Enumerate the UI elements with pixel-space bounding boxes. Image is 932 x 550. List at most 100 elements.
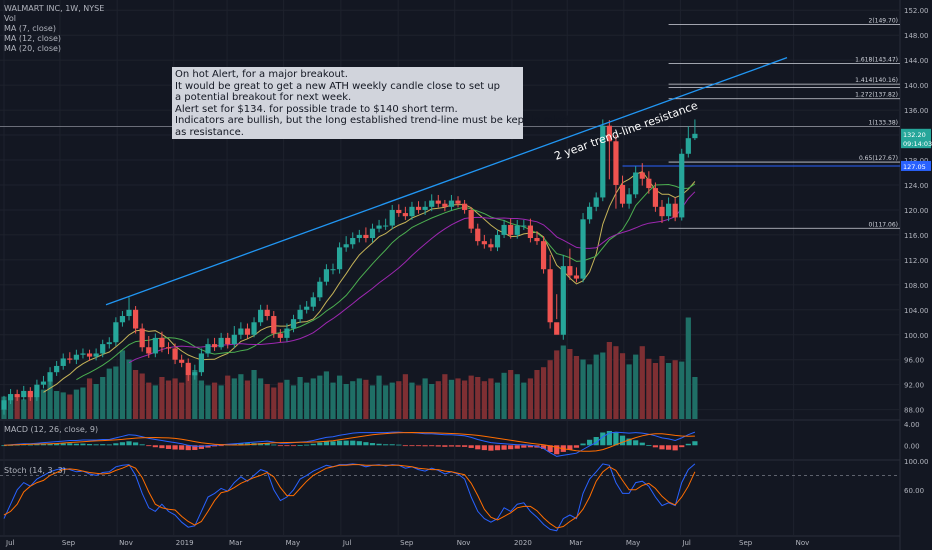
volume-bar xyxy=(429,384,435,419)
macd-hist-bar xyxy=(376,443,382,446)
candle-body xyxy=(363,234,369,239)
volume-bar xyxy=(343,384,349,419)
candle-body xyxy=(613,141,619,185)
macd-hist-bar xyxy=(40,443,47,446)
stoch-tick-label: 100.00 xyxy=(904,458,929,466)
candle-body xyxy=(86,353,93,357)
candle-body xyxy=(47,372,53,382)
macd-hist-bar xyxy=(613,432,619,446)
candle-body xyxy=(218,337,224,348)
volume-bar xyxy=(468,375,474,419)
macd-hist-bar xyxy=(481,445,487,451)
candle-body xyxy=(244,328,251,335)
candle-body xyxy=(54,365,60,373)
candle-body xyxy=(34,384,40,398)
y-tick-label: 116.00 xyxy=(904,232,929,240)
macd-hist-bar xyxy=(205,445,211,448)
candle-body xyxy=(488,244,494,248)
candle-body xyxy=(429,200,435,207)
macd-hist-bar xyxy=(139,444,145,446)
candle-body xyxy=(317,281,323,298)
x-tick-label: Nov xyxy=(457,539,471,547)
legend-symbol: WALMART INC, 1W, NYSE xyxy=(4,4,105,13)
volume-bar xyxy=(304,382,310,419)
analysis-note[interactable]: On hot Alert, for a major breakout. It w… xyxy=(172,67,569,139)
candle-body xyxy=(521,225,527,227)
macd-hist-bar xyxy=(514,445,520,449)
candle-body xyxy=(475,228,481,242)
x-tick-label: Jul xyxy=(342,539,352,547)
volume-bar xyxy=(409,382,415,419)
candle-body xyxy=(435,200,441,204)
legend-ma12: MA (12, close) xyxy=(4,34,62,43)
stoch-k-line xyxy=(3,463,696,532)
x-tick-label: Jul xyxy=(5,539,15,547)
volume-bar xyxy=(685,317,691,419)
macd-hist-bar xyxy=(54,443,60,446)
y-tick-label: 100.00 xyxy=(904,332,929,340)
macd-hist-bar xyxy=(462,445,468,447)
fib-levels: 2(149.70) 1.618(143.47) 1.414(140.16) 1.272… xyxy=(668,18,900,229)
y-tick-label: 144.00 xyxy=(904,57,929,65)
note-line: Alert set for $134. for possible trade t… xyxy=(175,103,458,115)
candle-body xyxy=(119,316,126,323)
candle-body xyxy=(172,348,178,360)
candle-body xyxy=(356,234,362,239)
candle-body xyxy=(606,125,612,142)
volume-bar xyxy=(336,375,343,419)
macd-hist-bar xyxy=(264,443,270,446)
volume-bar xyxy=(613,346,619,419)
macd-hist-bar xyxy=(639,442,645,446)
candle-body xyxy=(40,381,47,385)
volume-bar xyxy=(80,387,86,419)
volume-bar xyxy=(363,379,369,419)
candle-body xyxy=(350,238,356,245)
candle-body xyxy=(409,206,415,217)
volume-bar xyxy=(231,378,237,419)
candle-body xyxy=(277,333,283,338)
volume-bar xyxy=(93,384,99,419)
macd-hist-bar xyxy=(172,445,178,450)
macd-hist-bar xyxy=(475,445,481,450)
macd-hist-bar xyxy=(422,445,428,447)
macd-hist-bar xyxy=(409,445,415,447)
candle-body xyxy=(679,153,685,218)
candle-body xyxy=(225,337,231,345)
macd-hist-bar xyxy=(60,443,66,446)
volume-bar xyxy=(251,370,257,419)
candle-body xyxy=(547,269,553,323)
stoch-d-line xyxy=(3,464,696,529)
candle-series xyxy=(1,119,698,415)
volume-bar xyxy=(501,372,507,419)
volume-bar xyxy=(290,385,297,419)
candle-body xyxy=(619,184,626,204)
macd-hist-bar xyxy=(258,443,264,446)
x-tick-label: Sep xyxy=(739,539,753,547)
macd-hist-bar xyxy=(587,439,593,446)
candle-body xyxy=(593,197,599,207)
volume-bar xyxy=(146,382,152,419)
x-tick-label: 2019 xyxy=(176,539,194,547)
x-tick-label: Mar xyxy=(229,539,242,547)
x-tick-label: Mar xyxy=(569,539,582,547)
legend-ma7: MA (7, close) xyxy=(4,24,56,33)
volume-bar xyxy=(258,378,264,419)
candle-body xyxy=(185,362,191,376)
price-tag xyxy=(901,128,931,139)
note-line: Indicators are bullish, but the long est… xyxy=(175,115,569,126)
volume-bar xyxy=(192,370,198,419)
candle-body xyxy=(165,347,172,349)
volume-bar xyxy=(593,354,599,419)
candle-body xyxy=(685,138,691,154)
volume-bar xyxy=(376,375,382,419)
candle-body xyxy=(646,178,652,189)
volume-bar xyxy=(330,382,336,419)
volume-bar xyxy=(488,378,494,419)
y-tick-label: 120.00 xyxy=(904,207,929,215)
macd-hist-bar xyxy=(626,438,632,446)
fib-label: 2(149.70) xyxy=(869,18,899,25)
volume-bar xyxy=(567,349,573,419)
macd-hist-bar xyxy=(304,444,310,446)
y-tick-label: 136.00 xyxy=(904,107,929,115)
volume-bar xyxy=(494,382,501,419)
